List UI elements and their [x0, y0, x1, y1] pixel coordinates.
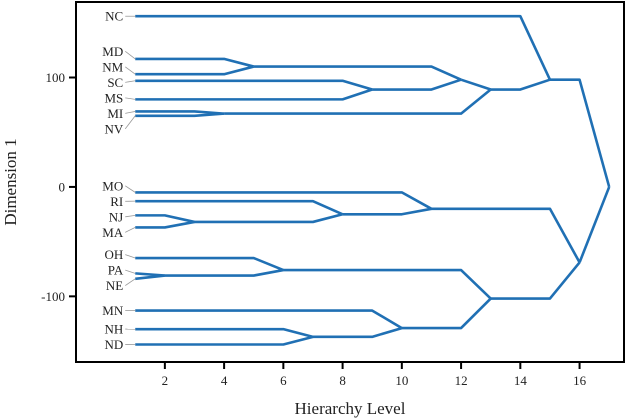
y-axis-label: Dimension 1 — [1, 138, 20, 225]
y-axis-ticks: -100 0 100 — [41, 70, 76, 304]
dendrogram-branch-mo — [135, 191, 433, 210]
dendrogram-branch — [460, 78, 492, 91]
dendrogram-branch-nh — [135, 327, 314, 339]
leaf-label-ma: MA — [102, 225, 124, 240]
dendrogram-branch-mn — [135, 309, 403, 330]
x-tick-label: 16 — [573, 373, 587, 388]
dendrogram-branch — [431, 207, 581, 264]
leaf-label-nd: ND — [104, 337, 123, 352]
dendrogram-branch — [578, 186, 611, 263]
dendrogram-branch — [549, 78, 611, 188]
dendrogram-branch — [224, 88, 492, 115]
dendrogram-branch-ms — [135, 88, 373, 101]
dendrogram-branch-mi — [135, 110, 225, 115]
dendrogram-branch-md — [135, 57, 255, 68]
dendrogram-branch-sc — [135, 79, 373, 91]
dendrogram-branch — [312, 326, 403, 339]
dendrogram-branch-nj — [135, 214, 195, 224]
dendrogram-branch-ri — [135, 199, 344, 216]
plot-frame — [75, 1, 625, 363]
leader-line-nm — [125, 66, 136, 75]
y-tick-label: 100 — [46, 70, 66, 85]
dendrogram-branch-nm — [135, 65, 255, 76]
x-axis-label: Hierarchy Level — [295, 399, 406, 418]
leader-line-sc — [125, 80, 136, 83]
dendrogram-branch — [253, 65, 462, 81]
x-tick-label: 12 — [455, 373, 468, 388]
dendrogram-branch — [342, 207, 432, 216]
leaf-label-sc: SC — [107, 75, 123, 90]
leader-line-pa — [125, 269, 136, 274]
leader-line-oh — [125, 254, 136, 259]
leaf-label-oh: OH — [104, 247, 123, 262]
dendrogram-branch-nd — [135, 335, 314, 346]
leaf-label-nm: NM — [102, 59, 123, 74]
x-axis-ticks: 2 4 6 8 10 12 14 16 — [162, 362, 587, 388]
x-tick-label: 14 — [514, 373, 528, 388]
leaf-label-nj: NJ — [109, 209, 123, 224]
leader-line-mi — [125, 111, 136, 114]
leaf-label-mo: MO — [102, 178, 123, 193]
dendrogram-branch-ne — [135, 274, 166, 281]
leader-line-ne — [125, 278, 136, 286]
dendrogram-edges — [135, 14, 611, 346]
x-tick-label: 4 — [221, 373, 228, 388]
x-tick-label: 8 — [339, 373, 346, 388]
leaf-label-nh: NH — [104, 322, 123, 337]
leaf-label-nv: NV — [104, 121, 123, 136]
dendrogram-branch — [490, 78, 551, 91]
leader-line-mo — [125, 185, 136, 193]
leaf-label-mi: MI — [107, 106, 123, 121]
leader-line-nv — [124, 115, 136, 130]
leaf-label-ms: MS — [104, 90, 123, 105]
leaf-leader-lines — [124, 15, 136, 345]
x-tick-label: 6 — [280, 373, 287, 388]
y-tick-label: -100 — [41, 289, 65, 304]
x-tick-label: 10 — [395, 373, 408, 388]
leader-line-ma — [125, 227, 136, 233]
leaf-label-ne: NE — [106, 278, 123, 293]
leaf-label-mn: MN — [102, 303, 124, 318]
y-tick-label: 0 — [59, 179, 66, 194]
leader-line-nj — [125, 214, 136, 218]
dendrogram-branch — [164, 268, 284, 277]
leader-line-ms — [125, 97, 136, 100]
dendrogram-branch-nv — [135, 112, 225, 118]
dendrogram-branch-ma — [135, 220, 195, 229]
dendrogram-branch — [194, 213, 343, 224]
dendrogram-branch — [401, 297, 492, 330]
leaf-label-ri: RI — [110, 194, 123, 209]
x-tick-label: 2 — [162, 373, 169, 388]
dendrogram-branch — [372, 78, 462, 91]
dendrogram-branch — [283, 268, 492, 300]
leaf-label-nc: NC — [105, 9, 123, 24]
dendrogram-branch-oh — [135, 256, 284, 272]
dendrogram-branch-nc — [135, 14, 552, 81]
leaf-label-pa: PA — [108, 263, 124, 278]
leader-line-md — [125, 51, 136, 60]
dendrogram-branch — [490, 261, 581, 300]
leaf-label-md: MD — [102, 44, 123, 59]
